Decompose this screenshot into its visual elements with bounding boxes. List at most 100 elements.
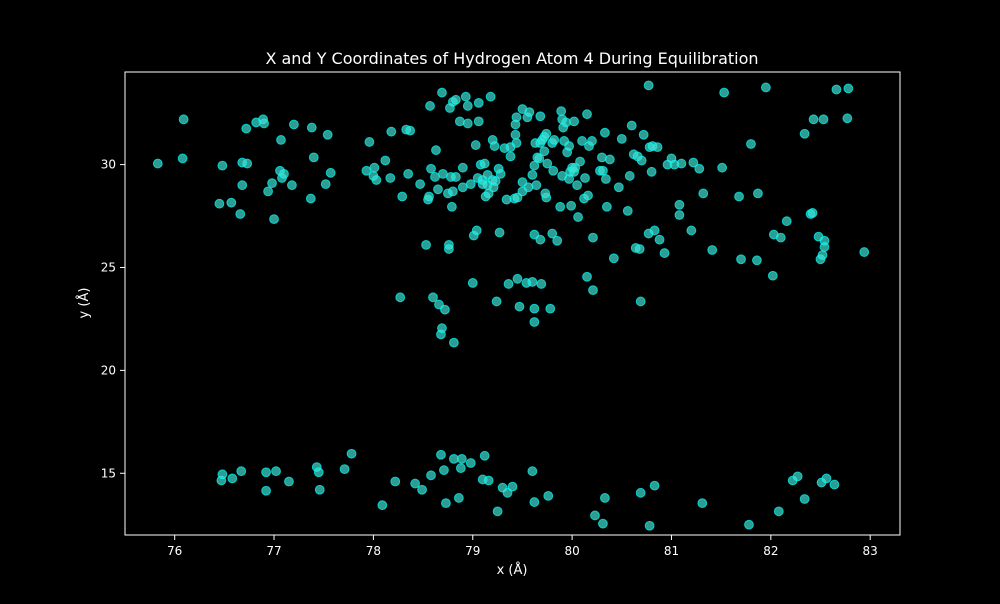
data-point [267,178,277,189]
data-point [549,135,560,145]
data-point [390,476,401,487]
data-point [236,466,247,477]
data-point [465,179,476,190]
data-point [306,122,317,133]
data-point [339,464,350,475]
data-point [752,255,762,266]
data-point [417,484,427,495]
data-point [455,463,466,474]
data-point [235,209,246,219]
data-point [543,491,554,501]
data-point [582,271,592,282]
data-point [436,449,446,460]
data-point [380,155,391,166]
data-point [492,506,503,517]
data-point [616,133,627,144]
data-point [471,225,482,236]
data-point [454,116,465,127]
data-point [467,278,478,288]
data-point [807,208,818,218]
y-tick-label: 20 [101,363,116,377]
data-point [263,186,273,197]
data-point [386,126,397,137]
data-point [635,296,646,307]
x-tick-label: 78 [366,544,381,558]
data-point [552,235,563,246]
data-point [555,201,566,212]
x-tick-label: 79 [465,544,480,558]
data-point [313,467,324,478]
data-point [775,232,786,243]
data-point [601,174,611,184]
data-point [446,201,457,212]
data-point [426,163,436,174]
data-point [688,157,699,168]
data-point [575,156,585,167]
data-point [719,87,730,98]
data-point [542,158,553,169]
plot-area: 76 77 78 79 80 81 82 83 15 20 25 30 [101,71,901,558]
data-point [505,151,516,162]
data-point [410,478,421,489]
data-point [289,119,299,130]
data-point [753,188,763,199]
data-point [529,303,540,314]
x-axis-label: x (Å) [497,562,528,578]
data-point [453,493,464,503]
data-point [322,129,333,140]
data-point [403,168,414,179]
data-point [773,506,784,517]
data-point [237,180,248,191]
data-point [587,136,597,146]
data-point [460,91,471,102]
data-point [491,296,502,307]
data-point [489,141,500,151]
data-point [674,199,685,210]
data-point [503,279,514,289]
data-point [364,137,375,147]
data-point [548,165,559,176]
data-point [649,480,660,491]
data-point [638,129,649,140]
data-point [450,172,461,182]
data-point [527,276,538,287]
data-point [604,154,615,165]
data-point [261,485,271,496]
data-point [511,112,522,123]
data-point [843,83,854,94]
data-point [583,190,593,201]
data-point [744,519,754,530]
x-tick-label: 81 [664,544,679,558]
data-point [377,500,388,511]
data-points [152,80,870,531]
data-point [808,114,819,125]
data-point [385,173,396,183]
data-point [523,182,534,193]
data-point [635,487,646,498]
data-point [646,166,657,177]
y-tick-label: 30 [101,158,116,172]
data-point [261,467,271,478]
axes-frame [124,71,901,536]
data-point [799,494,810,504]
data-point [241,123,252,134]
data-point [529,317,540,327]
chart-title: X and Y Coordinates of Hydrogen Atom 4 D… [265,49,758,68]
data-point [831,84,842,95]
data-point [636,155,647,166]
y-axis-ticks: 15 20 25 30 [101,158,125,480]
data-point [649,225,660,236]
data-point [437,323,447,334]
data-point [226,197,237,208]
data-point [577,136,587,146]
data-point [746,139,756,149]
data-point [707,245,718,255]
data-point [534,153,545,164]
data-point [395,292,406,303]
x-tick-label: 83 [863,544,878,558]
data-point [440,304,450,315]
data-point [425,101,435,111]
data-point [428,292,438,303]
data-point [177,153,188,164]
data-point [462,118,473,129]
